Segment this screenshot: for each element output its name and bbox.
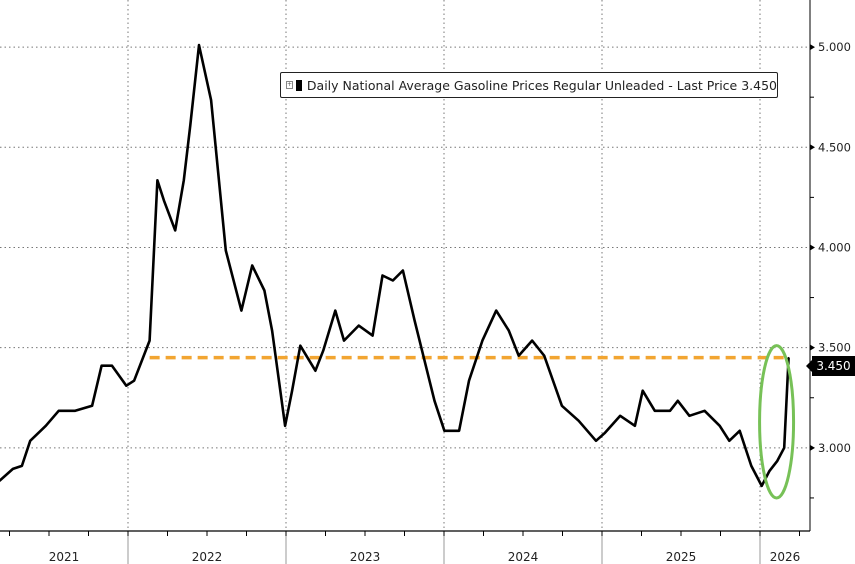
data-point [371,334,374,337]
legend-label: Daily National Average Gasoline Prices R… [306,77,777,93]
data-point [133,379,135,382]
data-point [198,44,200,46]
data-point [413,319,416,322]
data-point [91,404,93,407]
data-point [357,324,360,327]
data-point [284,425,286,427]
data-point [271,329,273,332]
x-tick-label: 2023 [350,550,381,564]
data-point [29,440,31,442]
data-point [738,430,741,432]
x-tick-label: 2026 [770,550,801,564]
y-tick-arrow [810,44,815,51]
expand-plus-icon[interactable]: + [286,81,294,89]
y-tick-label: 5.000 [818,40,851,54]
price-series-line [0,43,790,488]
data-point [100,364,103,367]
data-point [458,430,460,432]
data-point [654,409,656,412]
data-point [240,309,243,312]
data-point [210,99,212,101]
data-point [183,179,185,182]
data-point [760,485,763,487]
data-point [299,344,302,347]
data-point [343,339,345,342]
data-point [57,409,60,412]
data-point [74,409,76,412]
x-tick-label: 2022 [192,550,223,564]
data-point [322,349,325,352]
data-point [263,289,266,292]
x-tick-label: 2024 [508,550,539,564]
data-point [787,356,790,359]
x-tick-label: 2025 [666,550,697,564]
data-point [728,440,731,442]
y-tick-label: 4.000 [818,240,851,254]
data-point [468,379,470,382]
data-point [750,465,753,467]
data-point [531,339,533,342]
data-point [381,274,384,277]
data-point [44,425,47,427]
data-point [314,369,317,372]
data-point [641,389,644,392]
data-point [21,465,23,467]
data-point [481,339,484,342]
data-point [291,389,293,392]
data-point [604,432,606,434]
data-point [392,279,394,282]
y-tick-arrow [810,444,815,451]
data-point [174,229,176,232]
data-point [669,409,671,412]
data-point [507,329,510,332]
data-point [334,309,337,312]
data-point [619,414,621,417]
data-point [433,399,436,402]
legend-swatch [296,79,302,91]
legend: + Daily National Average Gasoline Prices… [280,72,778,98]
y-tick-label: 3.500 [818,341,851,355]
data-point [688,414,691,417]
data-point [225,249,227,252]
data-point [703,409,706,412]
data-point [148,339,151,342]
y-tick-arrow [810,144,815,151]
data-point [718,425,721,427]
y-tick-label: 3.000 [818,441,851,455]
data-point [517,354,520,357]
data-point [111,364,113,367]
highlight-ellipse [758,344,796,500]
data-point [163,199,165,202]
data-point [595,440,597,442]
y-tick-arrow [810,344,815,351]
x-tick-label: 2021 [49,550,80,564]
y-tick-arrow [810,244,815,251]
data-point [189,124,192,127]
data-point [402,269,404,272]
data-point [12,468,14,470]
y-tick-label: 4.500 [818,140,851,154]
data-point [768,470,771,472]
data-point [156,179,159,182]
data-point [561,404,563,407]
data-point [577,419,580,422]
data-point [676,399,679,402]
data-point [495,309,498,312]
data-point [543,354,545,357]
data-point [783,447,786,449]
data-point [443,430,446,432]
data-point [251,264,254,267]
data-point [125,384,128,387]
data-point [634,425,636,427]
data-point [776,460,779,462]
last-price-tag: 3.450 [806,356,855,376]
